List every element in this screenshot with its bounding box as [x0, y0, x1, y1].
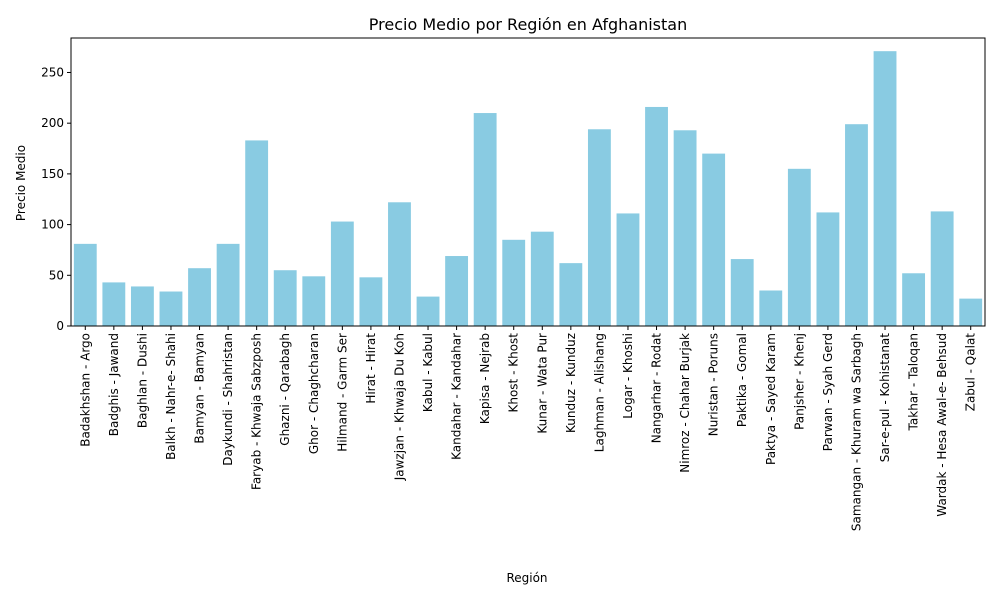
- x-tick-label: Paktika - Gomal: [735, 333, 749, 427]
- bar: [130, 286, 154, 326]
- x-tick-label: Baghlan - Dushi: [135, 333, 149, 428]
- bar: [873, 51, 897, 326]
- x-tick-label: Sar-e-pul - Kohistanat: [878, 333, 892, 463]
- bar: [359, 277, 383, 326]
- bar: [930, 211, 954, 326]
- x-tick-label: Kandahar - Kandahar: [450, 333, 464, 460]
- x-tick-label: Nangarhar - Rodat: [650, 333, 664, 444]
- bar: [730, 259, 754, 326]
- bar: [702, 153, 726, 326]
- bar: [416, 296, 440, 326]
- x-tick-label: Nimroz - Chahar Burjak: [678, 333, 692, 473]
- x-tick-label: Laghman - Alishang: [592, 333, 606, 452]
- x-tick-label: Kapisa - Nejrab: [478, 333, 492, 424]
- x-tick-label: Takhar - Taloqan: [907, 333, 921, 431]
- bar: [102, 282, 126, 326]
- bar: [302, 276, 326, 326]
- bar: [388, 202, 411, 326]
- bar: [245, 140, 269, 326]
- bar: [673, 130, 697, 326]
- y-tick-label: 200: [41, 116, 64, 130]
- x-tick-label: Kabul - Kabul: [421, 333, 435, 412]
- x-tick-label: Samangan - Khuram wa Sarbagh: [849, 333, 863, 531]
- bar: [902, 273, 926, 326]
- y-tick-label: 0: [56, 319, 64, 333]
- bars-group: [73, 51, 983, 327]
- x-tick-label: Kunar - Wata Pur: [535, 333, 549, 434]
- bar: [645, 106, 668, 326]
- y-tick-label: 100: [41, 218, 64, 232]
- bar: [816, 212, 840, 326]
- x-tick-label: Logar - Khoshi: [621, 333, 635, 419]
- x-axis-ticks: Badakhshan - Argo Badghis - Jawand Baghlan…: [78, 326, 978, 531]
- plot-area-frame: [70, 37, 986, 327]
- x-tick-label: Faryab - Khwaja Sabzposh: [250, 333, 264, 490]
- x-tick-label: Badghis - Jawand: [107, 333, 121, 436]
- x-tick-label: Badakhshan - Argo: [78, 333, 92, 447]
- x-axis-label: Región: [506, 571, 547, 585]
- x-tick-label: Zabul - Qalat: [964, 333, 978, 412]
- y-axis-ticks: 0 50 100 150 200 250: [41, 65, 71, 333]
- chart-title: Precio Medio por Región en Afghanistan: [369, 15, 687, 34]
- x-tick-label: Wardak - Hesa Awal-e- Behsud: [935, 333, 949, 517]
- bar: [502, 239, 526, 326]
- bar: [587, 129, 611, 326]
- bar: [616, 213, 640, 326]
- x-tick-label: Hilmand - Garm Ser: [335, 333, 349, 452]
- bar: [787, 168, 811, 326]
- x-tick-label: Ghor - Chaghcharan: [307, 333, 321, 454]
- x-tick-label: Bamyan - Bamyan: [193, 333, 207, 444]
- x-tick-label: Hirat - Hirat: [364, 333, 378, 404]
- x-tick-label: Daykundi - Shahristan: [221, 333, 235, 466]
- bar: [73, 243, 97, 326]
- x-tick-label: Kunduz - Kunduz: [564, 333, 578, 433]
- x-tick-label: Khost - Khost: [507, 333, 521, 413]
- x-tick-label: Parwan - Syah Gerd: [821, 333, 835, 451]
- bar: [330, 221, 354, 326]
- bar: [845, 124, 868, 327]
- bar: [473, 113, 497, 326]
- y-tick-label: 250: [41, 65, 64, 79]
- y-tick-label: 150: [41, 167, 64, 181]
- x-tick-label: Panjsher - Khenj: [792, 333, 806, 430]
- bar: [445, 256, 469, 326]
- bar: [159, 291, 183, 326]
- bar: [759, 290, 783, 326]
- y-tick-label: 50: [49, 268, 64, 282]
- y-axis-label: Precio Medio: [14, 145, 28, 221]
- bar: [559, 263, 583, 326]
- x-tick-label: Nuristan - Poruns: [707, 333, 721, 436]
- x-tick-label: Ghazni - Qarabagh: [278, 333, 292, 446]
- x-tick-label: Jawzjan - Khwaja Du Koh: [392, 333, 406, 481]
- x-tick-label: Paktya - Sayed Karam: [764, 333, 778, 465]
- x-tick-label: Balkh - Nahr-e- Shahi: [164, 333, 178, 460]
- bar: [188, 268, 211, 326]
- bar: [216, 243, 240, 326]
- bar: [530, 231, 554, 326]
- bar: [959, 298, 983, 326]
- bar: [273, 270, 297, 326]
